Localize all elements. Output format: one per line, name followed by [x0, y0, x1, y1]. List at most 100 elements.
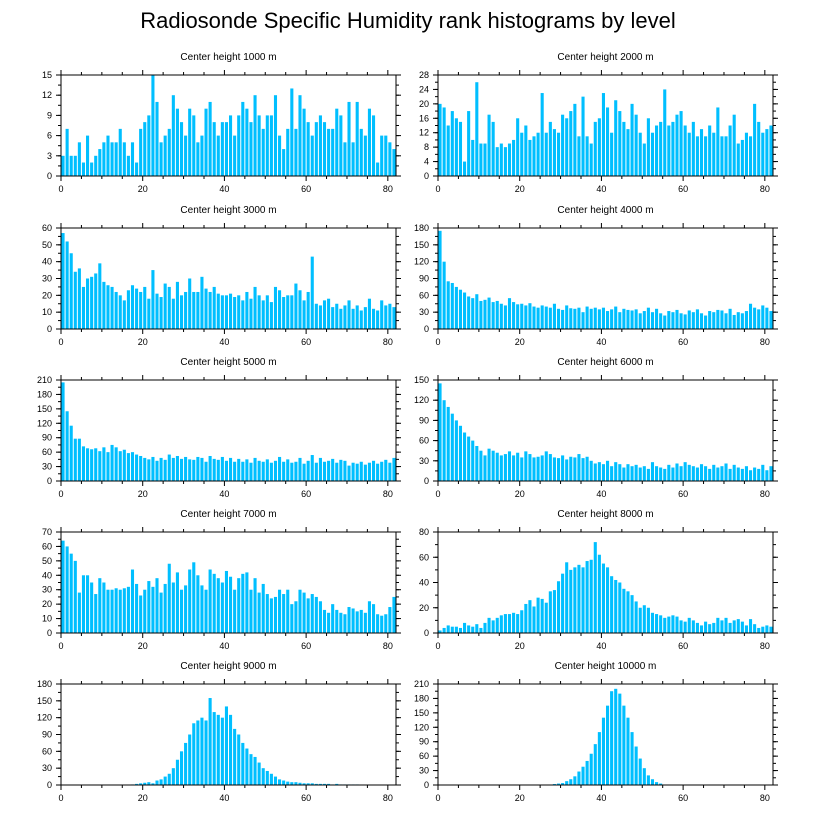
- x-tick-label: 20: [138, 641, 148, 651]
- bar: [200, 717, 204, 785]
- y-tick-label: 70: [42, 527, 52, 537]
- x-tick-label: 60: [678, 337, 688, 347]
- bar: [471, 626, 475, 633]
- bar: [646, 307, 650, 329]
- bar: [589, 460, 593, 481]
- bar: [347, 607, 351, 633]
- bar: [699, 129, 704, 176]
- bar: [716, 467, 720, 481]
- bar: [634, 746, 638, 785]
- x-tick-label: 20: [515, 337, 525, 347]
- bar: [69, 553, 73, 633]
- bar: [748, 619, 753, 633]
- bar: [536, 597, 540, 633]
- bar: [269, 598, 273, 633]
- bar: [347, 300, 351, 329]
- bar: [245, 459, 249, 481]
- bar: [143, 122, 147, 176]
- bar: [220, 582, 224, 633]
- bar: [392, 596, 396, 633]
- x-tick-label: 0: [435, 337, 440, 347]
- bar: [310, 256, 314, 329]
- bar: [650, 779, 655, 785]
- bar: [376, 463, 380, 481]
- x-tick-label: 0: [58, 489, 63, 499]
- bar: [659, 783, 663, 785]
- bar: [200, 457, 204, 481]
- bar: [130, 142, 135, 176]
- bar: [114, 588, 118, 633]
- x-tick-label: 80: [760, 793, 770, 803]
- bar: [86, 575, 90, 633]
- bar: [237, 734, 241, 785]
- bar: [331, 128, 335, 176]
- bar: [310, 455, 314, 481]
- bar: [561, 573, 565, 633]
- y-tick-label: 210: [37, 375, 52, 385]
- y-tick-label: 10: [42, 614, 52, 624]
- bar: [355, 305, 359, 329]
- bar: [302, 108, 306, 176]
- bar: [282, 461, 286, 481]
- bar: [642, 311, 646, 329]
- bar: [626, 591, 630, 633]
- bar: [392, 457, 396, 481]
- bar: [634, 309, 638, 329]
- y-tick-label: 30: [42, 462, 52, 472]
- bar: [69, 253, 73, 329]
- bar: [261, 461, 265, 481]
- bar: [561, 455, 565, 481]
- bar: [371, 115, 376, 176]
- bar: [376, 310, 380, 329]
- bar: [630, 103, 634, 176]
- bar: [327, 128, 331, 176]
- bar: [548, 591, 552, 633]
- bar: [126, 290, 130, 329]
- bar: [90, 162, 94, 176]
- bar: [618, 693, 622, 785]
- x-tick-label: 60: [301, 184, 311, 194]
- y-tick-label: 6: [47, 131, 52, 141]
- bar: [679, 620, 683, 634]
- bar: [278, 135, 282, 176]
- bar: [487, 114, 491, 176]
- bar: [322, 461, 327, 481]
- panel-title: Center height 5000 m: [180, 357, 276, 368]
- bar: [294, 461, 298, 481]
- bar: [740, 313, 744, 329]
- bar: [159, 142, 163, 176]
- y-tick-label: 12: [42, 90, 52, 100]
- bar: [475, 624, 479, 633]
- bar: [98, 578, 102, 633]
- bar: [667, 616, 671, 633]
- bar: [392, 149, 396, 176]
- bar: [175, 108, 179, 176]
- bar: [507, 143, 512, 176]
- figure-title: Radiosonde Specific Humidity rank histog…: [140, 8, 676, 33]
- bar: [241, 101, 245, 176]
- bar: [212, 122, 216, 176]
- bar: [589, 308, 593, 329]
- x-tick-label: 40: [596, 793, 606, 803]
- bar: [233, 728, 237, 785]
- bar: [249, 754, 253, 785]
- bar: [318, 457, 322, 481]
- bar: [61, 382, 65, 481]
- bar: [298, 457, 302, 481]
- bar: [335, 108, 339, 176]
- bar: [139, 455, 143, 481]
- bar: [81, 446, 86, 481]
- bar: [495, 147, 499, 176]
- bar: [265, 770, 269, 785]
- bar: [155, 101, 159, 176]
- bar: [339, 115, 343, 176]
- bar: [118, 589, 122, 633]
- bar: [118, 295, 122, 329]
- bar: [732, 314, 736, 329]
- bar: [253, 95, 257, 176]
- bar: [454, 118, 458, 176]
- bar: [331, 458, 335, 481]
- bar: [188, 734, 192, 785]
- bar: [269, 302, 273, 329]
- bar: [318, 601, 322, 633]
